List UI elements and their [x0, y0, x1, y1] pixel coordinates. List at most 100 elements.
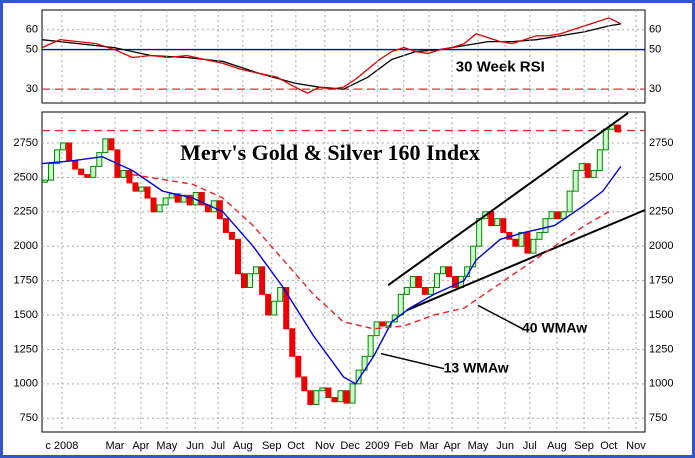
x-tick-label: Jul — [523, 440, 537, 452]
chart-title: Merv's Gold & Silver 160 Index — [180, 140, 480, 165]
y-tick-label: 1500 — [14, 309, 38, 321]
price-bar — [241, 273, 248, 288]
price-bar — [512, 238, 519, 247]
x-tick-label: Nov — [315, 440, 335, 452]
price-bar — [234, 238, 241, 275]
price-bar — [247, 273, 254, 288]
price-bar — [162, 197, 169, 206]
x-tick-label: 2009 — [365, 440, 389, 452]
price-bar — [578, 163, 585, 171]
x-tick-label: Feb — [394, 440, 413, 452]
y-tick-label-right: 1750 — [649, 275, 673, 287]
y-tick-label: 2250 — [14, 206, 38, 218]
y-tick-label-right: 2250 — [649, 206, 673, 218]
price-bar — [253, 266, 260, 275]
price-bar — [144, 186, 151, 199]
price-bar — [470, 245, 477, 268]
price-bar — [186, 194, 193, 206]
price-bar — [433, 273, 440, 288]
x-tick-label: Aug — [547, 440, 567, 452]
y-tick-label-right: 50 — [649, 43, 661, 55]
price-bar — [343, 390, 350, 404]
x-tick-label: Oct — [600, 440, 617, 452]
y-tick-label-right: 1000 — [649, 378, 673, 390]
x-tick-label: c 2008 — [45, 440, 78, 452]
price-bar — [96, 152, 103, 167]
price-bar — [222, 218, 229, 233]
y-tick-label-right: 2500 — [649, 171, 673, 183]
price-bar — [530, 238, 537, 254]
trendline — [387, 112, 629, 286]
label-pointer — [477, 304, 523, 330]
price-bar — [331, 397, 338, 403]
x-tick-label: Jun — [186, 440, 204, 452]
price-bar — [349, 383, 356, 404]
price-bar — [542, 218, 549, 233]
price-bar — [596, 149, 603, 171]
price-bar — [84, 174, 91, 178]
price-bar — [42, 179, 49, 183]
price-bar — [415, 275, 422, 288]
y-tick-label: 60 — [26, 24, 38, 36]
price-bar — [572, 169, 579, 192]
price-bar — [150, 197, 157, 213]
series-line — [41, 156, 622, 385]
price-bar — [319, 387, 326, 392]
price-bar — [228, 231, 235, 240]
x-tick-label: May — [468, 440, 489, 452]
price-bar — [554, 211, 561, 220]
price-bar — [289, 328, 296, 357]
x-tick-label: Aug — [233, 440, 253, 452]
price-bar — [313, 390, 320, 405]
x-tick-label: Apr — [132, 440, 149, 452]
x-tick-label: Sep — [262, 440, 282, 452]
price-bar — [48, 163, 55, 181]
price-bar — [476, 218, 483, 247]
trendline — [406, 209, 646, 312]
price-bar — [614, 124, 621, 133]
price-bar — [90, 165, 97, 178]
price-bar — [379, 321, 386, 327]
price-bar — [198, 192, 205, 206]
price-bar — [66, 142, 73, 162]
y-tick-label-right: 750 — [649, 412, 667, 424]
y-tick-label-right: 2000 — [649, 240, 673, 252]
price-bar — [494, 218, 501, 227]
price-bar — [295, 355, 302, 378]
price-bar — [421, 286, 428, 295]
label-pointer — [380, 352, 445, 370]
y-tick-label-right: 1250 — [649, 343, 673, 355]
price-bar — [277, 286, 284, 302]
price-bar — [409, 275, 416, 288]
price-bar — [307, 390, 314, 405]
price-bar — [60, 142, 67, 151]
price-bar — [446, 266, 453, 277]
y-tick-label-right: 30 — [649, 83, 661, 95]
price-panel — [41, 111, 646, 433]
x-tick-label: Mar — [420, 440, 439, 452]
y-tick-label: 2500 — [14, 171, 38, 183]
price-bar — [156, 204, 163, 213]
price-bar — [138, 186, 145, 192]
x-tick-label: Jul — [211, 440, 225, 452]
price-bar — [518, 231, 525, 247]
price-bar — [283, 286, 290, 330]
price-bar — [271, 300, 278, 316]
y-tick-label: 2000 — [14, 240, 38, 252]
price-bar — [259, 266, 266, 295]
annotation: 30 Week RSI — [456, 58, 545, 75]
series-line — [41, 17, 622, 94]
price-bar — [102, 138, 109, 154]
price-bar — [126, 169, 133, 184]
price-bar — [355, 369, 362, 385]
price-bar — [78, 168, 85, 176]
x-tick-label: May — [156, 440, 177, 452]
price-bar — [488, 211, 495, 227]
price-bar — [452, 275, 459, 288]
x-tick-label: Mar — [105, 440, 124, 452]
price-bar — [524, 231, 531, 254]
x-tick-label: Oct — [287, 440, 304, 452]
y-tick-label-right: 60 — [649, 24, 661, 36]
series-label: 40 WMAw — [522, 319, 587, 335]
